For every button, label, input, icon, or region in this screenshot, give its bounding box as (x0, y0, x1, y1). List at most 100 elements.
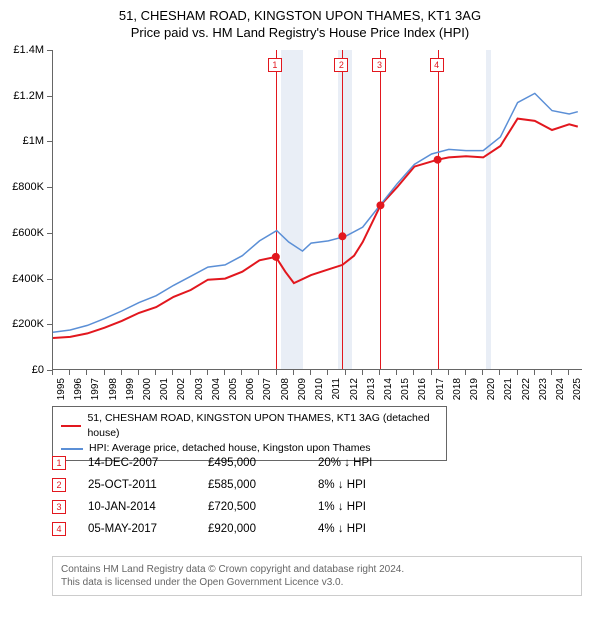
chart-title-line1: 51, CHESHAM ROAD, KINGSTON UPON THAMES, … (0, 0, 600, 23)
footer-line-1: Contains HM Land Registry data © Crown c… (61, 563, 573, 576)
series-hpi (53, 93, 578, 332)
sale-price: £720,500 (208, 501, 318, 513)
x-tick-label: 2008 (280, 378, 291, 408)
sale-marker-label: 2 (334, 58, 348, 72)
x-tick (448, 370, 449, 375)
series-price_paid (53, 119, 578, 338)
y-tick (47, 233, 52, 234)
y-tick-label: £600K (0, 227, 44, 239)
legend-item: 51, CHESHAM ROAD, KINGSTON UPON THAMES, … (61, 411, 438, 441)
x-tick (241, 370, 242, 375)
x-tick (207, 370, 208, 375)
sale-hpi-diff: 20% ↓ HPI (318, 457, 418, 469)
y-tick-label: £0 (0, 364, 44, 376)
chart-plot-area (52, 50, 582, 370)
table-row: 4 05-MAY-2017£920,0004% ↓ HPI (52, 518, 418, 540)
x-tick (327, 370, 328, 375)
sale-point-dot (434, 156, 442, 164)
x-tick-label: 2002 (176, 378, 187, 408)
x-tick (86, 370, 87, 375)
sale-date: 05-MAY-2017 (88, 523, 208, 535)
y-tick-label: £1.2M (0, 90, 44, 102)
x-tick (172, 370, 173, 375)
x-tick (482, 370, 483, 375)
legend-swatch (61, 425, 81, 427)
sale-marker-label: 1 (268, 58, 282, 72)
chart-svg (53, 50, 583, 370)
x-tick-label: 1997 (90, 378, 101, 408)
x-tick-label: 2004 (211, 378, 222, 408)
sale-point-dot (272, 253, 280, 261)
x-tick-label: 2018 (452, 378, 463, 408)
x-tick-label: 2006 (245, 378, 256, 408)
x-tick (431, 370, 432, 375)
sale-point-dot (338, 232, 346, 240)
x-tick-label: 2024 (555, 378, 566, 408)
y-tick (47, 50, 52, 51)
x-tick-label: 2000 (142, 378, 153, 408)
table-row: 3 10-JAN-2014£720,5001% ↓ HPI (52, 496, 418, 518)
y-tick (47, 141, 52, 142)
y-tick (47, 96, 52, 97)
sale-marker-label: 3 (372, 58, 386, 72)
sale-date: 14-DEC-2007 (88, 457, 208, 469)
x-tick-label: 2021 (503, 378, 514, 408)
sale-marker-label: 4 (430, 58, 444, 72)
x-tick-label: 2010 (314, 378, 325, 408)
sale-date: 10-JAN-2014 (88, 501, 208, 513)
y-tick (47, 279, 52, 280)
sale-number-box: 4 (52, 522, 66, 536)
chart-title-line2: Price paid vs. HM Land Registry's House … (0, 23, 600, 40)
x-tick (224, 370, 225, 375)
legend-text: 51, CHESHAM ROAD, KINGSTON UPON THAMES, … (87, 411, 438, 441)
x-tick-label: 2014 (383, 378, 394, 408)
sale-price: £585,000 (208, 479, 318, 491)
x-tick (69, 370, 70, 375)
sale-number-box: 1 (52, 456, 66, 470)
x-tick-label: 2019 (469, 378, 480, 408)
sale-number-box: 3 (52, 500, 66, 514)
x-tick (396, 370, 397, 375)
x-tick (362, 370, 363, 375)
x-tick (345, 370, 346, 375)
x-tick-label: 2005 (228, 378, 239, 408)
x-tick-label: 2020 (486, 378, 497, 408)
x-tick-label: 2017 (435, 378, 446, 408)
x-tick (551, 370, 552, 375)
x-tick (258, 370, 259, 375)
footer-line-2: This data is licensed under the Open Gov… (61, 576, 573, 589)
x-tick-label: 2007 (262, 378, 273, 408)
x-tick (190, 370, 191, 375)
x-tick (293, 370, 294, 375)
x-tick (138, 370, 139, 375)
x-tick-label: 2025 (572, 378, 583, 408)
sale-price: £495,000 (208, 457, 318, 469)
x-tick (413, 370, 414, 375)
sale-number-box: 2 (52, 478, 66, 492)
x-tick (517, 370, 518, 375)
x-tick-label: 2001 (159, 378, 170, 408)
x-tick (310, 370, 311, 375)
y-tick (47, 324, 52, 325)
sale-hpi-diff: 4% ↓ HPI (318, 523, 418, 535)
x-tick-label: 2009 (297, 378, 308, 408)
table-row: 225-OCT-2011£585,0008% ↓ HPI (52, 474, 418, 496)
sale-date: 25-OCT-2011 (88, 479, 208, 491)
sale-point-dot (376, 201, 384, 209)
x-tick-label: 2023 (538, 378, 549, 408)
x-tick-label: 2003 (194, 378, 205, 408)
x-tick-label: 2012 (349, 378, 360, 408)
x-tick-label: 2013 (366, 378, 377, 408)
legend-swatch (61, 448, 83, 450)
x-tick-label: 1998 (108, 378, 119, 408)
y-tick-label: £200K (0, 318, 44, 330)
sale-hpi-diff: 1% ↓ HPI (318, 501, 418, 513)
sale-price: £920,000 (208, 523, 318, 535)
y-tick-label: £1.4M (0, 44, 44, 56)
x-tick (568, 370, 569, 375)
x-tick-label: 2022 (521, 378, 532, 408)
x-tick (52, 370, 53, 375)
y-tick-label: £1M (0, 135, 44, 147)
y-tick-label: £800K (0, 181, 44, 193)
sales-markers-table: 1 14-DEC-2007£495,00020% ↓ HPI 2 25-OCT-201… (52, 452, 418, 540)
